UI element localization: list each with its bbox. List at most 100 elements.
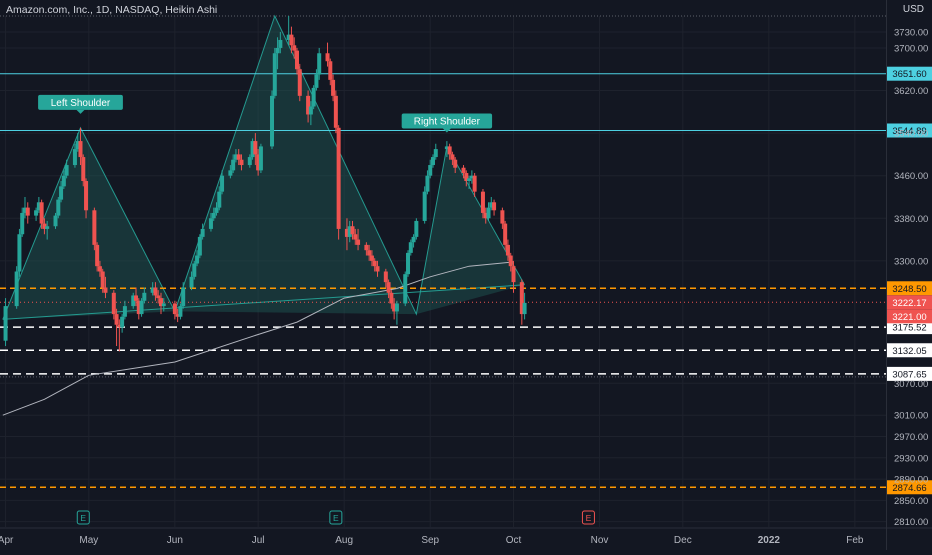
candle-body	[61, 175, 66, 187]
price-tick-label: 3730.00	[894, 27, 928, 38]
time-tick-label: Jul	[252, 535, 265, 546]
candle-body	[175, 314, 180, 317]
horizontal-levels: 3651.60 3544.89 3248.50 3175.52 3132.05 3087.…	[0, 15, 932, 495]
annotation-label: Right Shoulder	[414, 116, 481, 127]
candle-body	[81, 157, 86, 182]
candle-body	[428, 165, 433, 176]
candle-body	[178, 306, 183, 317]
level-tag	[887, 480, 932, 495]
candle-body	[389, 292, 394, 304]
candle-body	[14, 271, 19, 307]
candle-body	[156, 295, 161, 299]
pattern-fill	[2, 127, 175, 320]
candle-body	[467, 178, 472, 182]
annotation-box	[401, 113, 493, 129]
candle-body	[367, 250, 372, 256]
candle-body	[394, 303, 399, 312]
candle-body	[503, 223, 508, 245]
candle-body	[3, 306, 8, 341]
candle-body	[406, 252, 411, 275]
level-tag-label: 3175.52	[892, 323, 926, 334]
time-axis[interactable]: Apr May Jun Jul Aug Sep Oct Nov Dec 2022 Feb	[0, 527, 932, 546]
candle-body	[95, 244, 100, 267]
candle-body	[158, 298, 163, 307]
candle-body	[142, 292, 147, 301]
candle-body	[228, 170, 233, 176]
candle-body	[500, 210, 505, 224]
level-tag	[887, 281, 932, 296]
candle-body	[275, 47, 280, 54]
candle-body	[59, 186, 64, 200]
candle-body	[511, 266, 516, 283]
earnings-marker-label: E	[80, 513, 86, 523]
price-tag-label: 3221.00	[892, 312, 926, 323]
candle-body	[20, 212, 25, 235]
annotations: Left Shoulder Right Shoulder	[38, 94, 493, 133]
price-tag	[887, 309, 932, 324]
price-tick-label: 3070.00	[894, 379, 928, 390]
candle-body	[286, 34, 291, 40]
candle-body	[45, 226, 50, 229]
candle-body	[153, 287, 158, 296]
candle-body	[120, 316, 125, 328]
price-axis[interactable]: 3730.00 3700.00 3620.00 3540.00 3460.00 3380.…	[886, 0, 929, 550]
candle-body	[211, 212, 216, 219]
candle-body	[92, 210, 97, 245]
candle-body	[444, 146, 449, 150]
candle-body	[375, 266, 380, 272]
candle-body	[508, 255, 513, 267]
earnings-marker	[329, 510, 343, 525]
time-tick-label: 2022	[758, 535, 781, 546]
candle-body	[208, 218, 213, 229]
candle-body	[469, 175, 474, 179]
candle-body	[364, 244, 369, 251]
candle-body	[181, 287, 186, 307]
candle-body	[453, 159, 458, 168]
level-tag-label: 3651.60	[892, 69, 926, 80]
candle-body	[333, 95, 338, 128]
candle-body	[233, 154, 238, 160]
candle-body	[53, 215, 58, 227]
candle-body	[22, 207, 27, 213]
candle-body	[114, 314, 119, 325]
candle-body	[505, 244, 510, 256]
candle-body	[272, 53, 277, 96]
price-tick-label: 3300.00	[894, 256, 928, 267]
candle-body	[369, 255, 374, 261]
candle-body	[139, 300, 144, 315]
candle-body	[258, 146, 263, 171]
candle-body	[64, 165, 69, 176]
candle-body	[347, 226, 352, 237]
price-tick-label: 3010.00	[894, 411, 928, 422]
candle-body	[56, 199, 61, 216]
candle-body	[483, 212, 488, 219]
grid	[0, 16, 886, 527]
candle-body	[195, 255, 200, 264]
level-tag-label: 3248.50	[892, 284, 926, 295]
price-tick-label: 3620.00	[894, 86, 928, 97]
candle-body	[306, 95, 311, 115]
candle-body	[433, 149, 438, 158]
candle-body	[197, 236, 202, 256]
candle-body	[150, 287, 155, 293]
candle-body	[414, 220, 419, 237]
candle-body	[403, 274, 408, 304]
time-tick-label: Sep	[421, 535, 439, 546]
annotation-pointer	[442, 128, 451, 133]
price-tick-label: 2850.00	[894, 496, 928, 507]
price-tag-label: 3222.17	[892, 298, 926, 309]
candle-body	[250, 141, 255, 158]
level-tag	[887, 123, 932, 138]
earnings-marker-label: E	[586, 513, 592, 523]
candle-body	[486, 207, 491, 219]
candle-body	[292, 45, 297, 51]
earnings-marker-label: E	[333, 513, 339, 523]
ma-line	[2, 261, 514, 416]
level-tag	[887, 366, 932, 381]
candle-body	[136, 300, 141, 315]
candle-body	[134, 295, 139, 301]
candle-body	[78, 141, 83, 158]
candle-body	[350, 226, 355, 235]
